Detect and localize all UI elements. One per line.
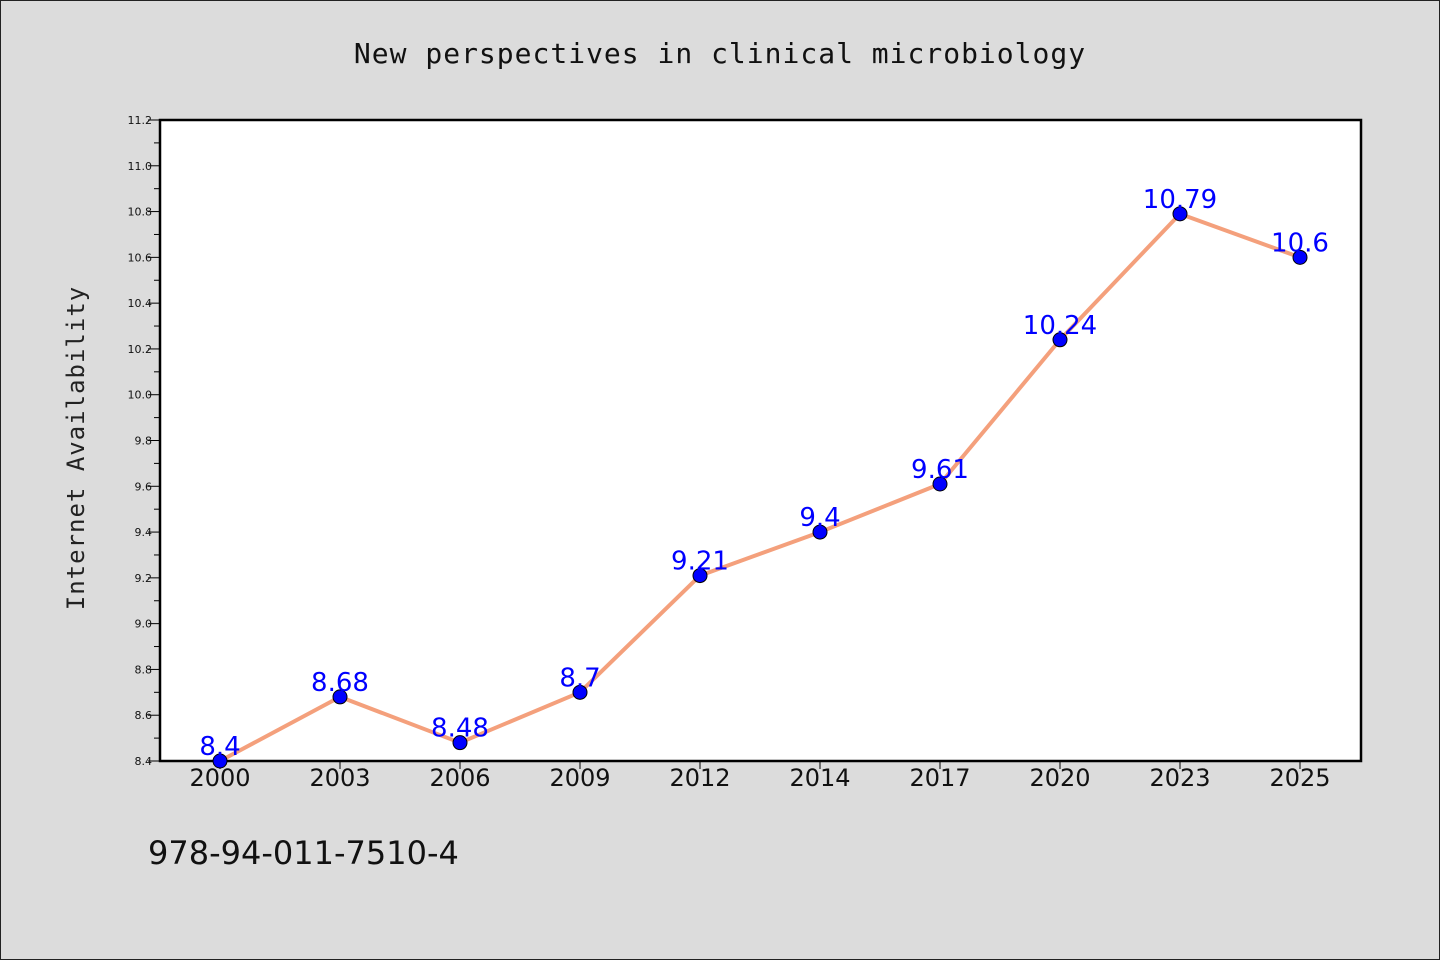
x-tick-label: 2003 xyxy=(309,764,370,792)
data-label: 9.61 xyxy=(911,455,969,485)
y-tick-label: 8.8 xyxy=(135,663,153,676)
x-tick-label: 2025 xyxy=(1269,764,1330,792)
y-tick-label: 8.4 xyxy=(135,755,153,768)
y-tick-label: 10.6 xyxy=(128,251,153,264)
data-label: 9.21 xyxy=(671,547,729,577)
x-tick-label: 2020 xyxy=(1029,764,1090,792)
data-point xyxy=(1292,249,1308,265)
y-tick-label: 9.4 xyxy=(135,526,153,539)
y-tick-label: 9.6 xyxy=(135,480,153,493)
y-tick-label: 9.2 xyxy=(135,572,153,585)
x-tick-label: 2009 xyxy=(549,764,610,792)
y-tick-label: 8.6 xyxy=(135,709,153,722)
series-line xyxy=(218,211,1302,763)
x-tick-label: 2017 xyxy=(909,764,970,792)
y-tick-label: 11.2 xyxy=(128,114,153,127)
y-tick-label: 10.4 xyxy=(128,297,153,310)
series: 8.4 8.68 8.48 8.7 9.21 9.4 9.61 10.24 10.79 10.6 xyxy=(199,185,1329,769)
x-axis: 2000 2003 2006 2009 2012 2014 2017 2020 2023 2025 xyxy=(189,761,1331,792)
data-point xyxy=(812,524,828,540)
data-point xyxy=(1172,206,1188,222)
x-tick-label: 2012 xyxy=(669,764,730,792)
data-point xyxy=(452,735,468,751)
data-label: 10.24 xyxy=(1023,311,1097,341)
y-tick-label: 10.2 xyxy=(128,343,153,356)
data-label: 8.68 xyxy=(311,668,369,698)
y-tick-label: 9.8 xyxy=(135,435,153,448)
y-tick-label: 11.0 xyxy=(128,160,153,173)
data-point xyxy=(212,753,228,769)
data-point xyxy=(1052,332,1068,348)
data-point xyxy=(332,689,348,705)
y-tick-label: 10.0 xyxy=(128,389,153,402)
data-label: 8.4 xyxy=(199,732,240,762)
data-point xyxy=(692,568,708,584)
x-tick-label: 2023 xyxy=(1149,764,1210,792)
x-tick-label: 2006 xyxy=(429,764,490,792)
data-point xyxy=(572,684,588,700)
chart-title: New perspectives in clinical microbiolog… xyxy=(354,37,1086,70)
y-axis-label: Internet Availability xyxy=(62,286,90,610)
x-tick-label: 2014 xyxy=(789,764,850,792)
data-label: 8.48 xyxy=(431,714,489,744)
data-label: 9.4 xyxy=(799,503,840,533)
data-label: 10.79 xyxy=(1143,185,1217,215)
data-point xyxy=(932,476,948,492)
data-label: 8.7 xyxy=(559,663,600,693)
isbn-label: 978-94-011-7510-4 xyxy=(148,834,459,872)
y-tick-label: 9.0 xyxy=(135,618,153,631)
plot-area xyxy=(158,118,1363,763)
data-label: 10.6 xyxy=(1271,228,1329,258)
x-tick-label: 2000 xyxy=(189,764,250,792)
y-axis: 8.4 8.6 8.8 9.0 9.2 9.4 9.6 9.8 10.0 10.2 10.4 10.6… xyxy=(128,114,160,768)
y-tick-label: 10.8 xyxy=(128,206,153,219)
